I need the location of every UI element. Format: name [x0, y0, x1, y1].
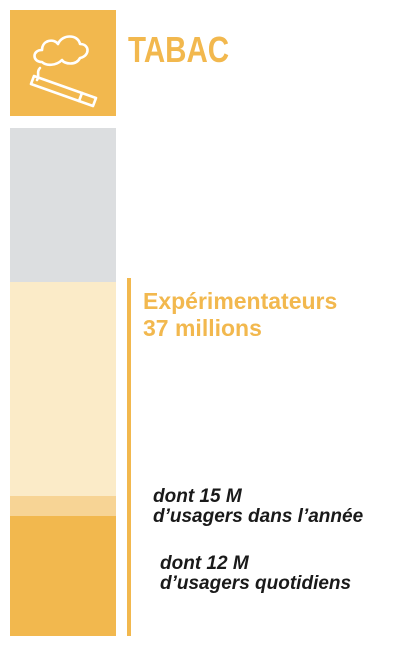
bracket-line: [127, 278, 131, 636]
experimenters-value: 37 millions: [143, 315, 262, 341]
annual-users-note: dont 15 M d’usagers dans l’année: [153, 487, 363, 527]
experimenters-label-block: Expérimentateurs 37 millions: [143, 288, 337, 342]
bar-segment-daily-users: [10, 516, 116, 636]
daily-users-note: dont 12 M d’usagers quotidiens: [160, 554, 351, 594]
tabac-icon-box: [10, 10, 116, 116]
page-title: TABAC: [128, 29, 230, 70]
daily-users-line1: dont 12 M: [160, 553, 249, 574]
annual-users-line1: dont 15 M: [153, 486, 242, 507]
annual-users-line2: d’usagers dans l’année: [153, 506, 364, 527]
cigarette-smoke-icon: [29, 35, 98, 108]
bar-segment-gray: [10, 128, 116, 282]
bar-segment-annual-users: [10, 496, 116, 516]
experimenters-label: Expérimentateurs: [143, 288, 338, 314]
daily-users-line2: d’usagers quotidiens: [160, 573, 352, 594]
bar-segment-experimenters: [10, 282, 116, 496]
